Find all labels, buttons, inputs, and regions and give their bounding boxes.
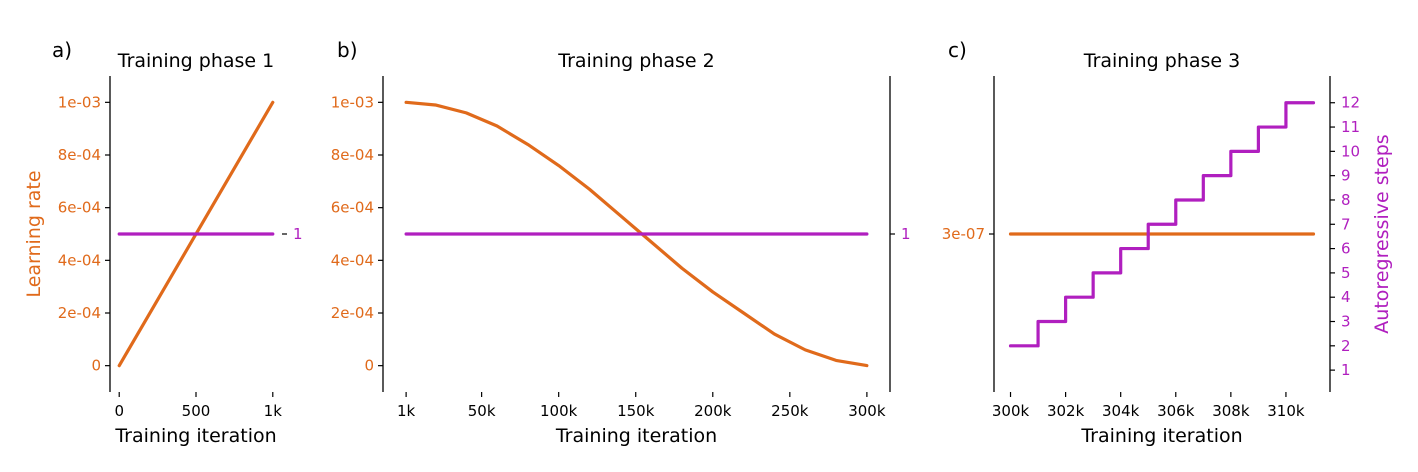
panel-label: b) — [337, 38, 358, 62]
x-axis-label: Training iteration — [555, 425, 717, 447]
y2-tick-label: 8 — [1341, 191, 1351, 209]
y-tick-label: 2e-04 — [58, 304, 101, 322]
learning-rate-line — [404, 100, 869, 368]
x-tick-label: 100k — [540, 402, 578, 420]
x-tick-label: 300k — [848, 402, 886, 420]
y-tick-label: 4e-04 — [58, 251, 101, 269]
y2-tick-label: 9 — [1341, 167, 1351, 185]
panel-label: c) — [948, 38, 967, 62]
y2-tick-label: 5 — [1341, 264, 1351, 282]
y-tick-label: 0 — [91, 357, 101, 375]
y2-tick-label: 2 — [1341, 337, 1351, 355]
x-tick-label: 300k — [992, 402, 1030, 420]
autoregressive-steps-line — [1008, 101, 1316, 348]
y2-axis-label: Autoregressive steps — [1371, 134, 1393, 333]
x-tick-label: 310k — [1267, 402, 1305, 420]
y-tick-label: 4e-04 — [331, 251, 374, 269]
y-axis-label: Learning rate — [23, 170, 45, 297]
y-tick-label: 2e-04 — [331, 304, 374, 322]
y-tick-label: 0 — [364, 357, 374, 375]
y2-tick-label: 1 — [1341, 361, 1351, 379]
x-axis-label: Training iteration — [1080, 425, 1242, 447]
y2-tick-label: 10 — [1341, 142, 1360, 160]
panel-2: b) Training phase 2 1k 50k 100k 150k 200k 250k 3… — [331, 38, 911, 447]
chart-title: Training phase 2 — [557, 50, 714, 72]
x-tick-label: 308k — [1212, 402, 1250, 420]
y2-tick-label: 12 — [1341, 94, 1360, 112]
y-tick-label: 1e-03 — [331, 93, 374, 111]
panel-label: a) — [52, 38, 72, 62]
y-tick-label: 8e-04 — [58, 146, 101, 164]
chart-title: Training phase 1 — [117, 50, 274, 72]
y-tick-label: 6e-04 — [331, 199, 374, 217]
y-tick-label: 3e-07 — [942, 225, 985, 243]
x-tick-label: 250k — [771, 402, 809, 420]
x-tick-label: 304k — [1102, 402, 1140, 420]
y-tick-label: 8e-04 — [331, 146, 374, 164]
x-axis-label: Training iteration — [114, 425, 276, 447]
y2-tick-label: 4 — [1341, 288, 1351, 306]
y2-tick-label: 7 — [1341, 215, 1351, 233]
panel-1: a) Training phase 1 0 500 1k Training iterati… — [23, 38, 303, 447]
x-tick-label: 0 — [114, 402, 124, 420]
y-tick-label: 1e-03 — [58, 93, 101, 111]
x-tick-label: 50k — [468, 402, 496, 420]
y2-tick-label: 1 — [293, 225, 303, 243]
y2-tick-label: 3 — [1341, 313, 1351, 331]
chart-title: Training phase 3 — [1083, 50, 1240, 72]
x-tick-label: 500 — [182, 402, 211, 420]
y-tick-label: 6e-04 — [58, 199, 101, 217]
y2-tick-label: 1 — [901, 225, 911, 243]
x-tick-label: 1k — [264, 402, 283, 420]
x-tick-label: 1k — [397, 402, 416, 420]
x-tick-label: 302k — [1047, 402, 1085, 420]
y2-tick-label: 11 — [1341, 118, 1360, 136]
y2-tick-label: 6 — [1341, 240, 1351, 258]
x-tick-label: 306k — [1157, 402, 1195, 420]
x-tick-label: 200k — [694, 402, 732, 420]
x-tick-label: 150k — [617, 402, 655, 420]
